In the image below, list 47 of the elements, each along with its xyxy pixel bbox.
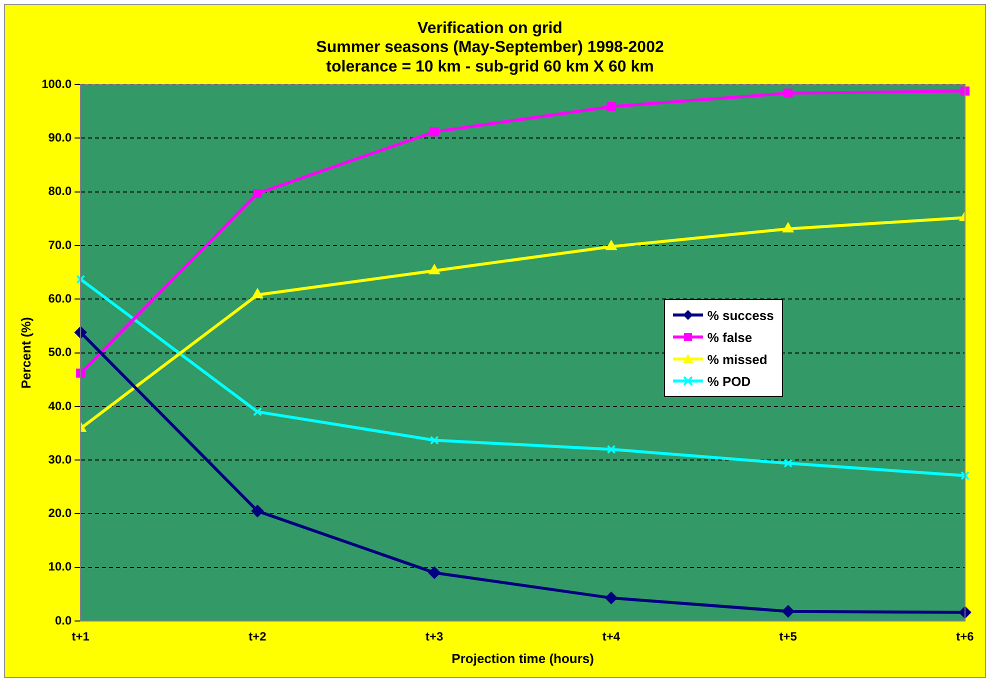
y-tick-label: 70.0: [48, 238, 72, 252]
point: [782, 605, 794, 618]
point: [959, 606, 971, 618]
y-tick-label: 10.0: [48, 560, 72, 574]
point: [252, 505, 264, 518]
point: [252, 288, 263, 298]
legend-label: % success: [707, 308, 774, 323]
x-tick-label: t+1: [72, 630, 90, 644]
point: [960, 471, 970, 480]
point: [960, 86, 970, 96]
point: [430, 127, 439, 136]
point: [606, 102, 616, 112]
x-tick-label: t+4: [602, 630, 620, 644]
legend-label: % POD: [707, 374, 751, 389]
point: [606, 240, 617, 250]
point: [429, 264, 440, 274]
point: [252, 407, 262, 416]
y-tick-label: 60.0: [48, 291, 72, 306]
x-tick-label: t+2: [248, 630, 267, 644]
x-axis-title: Projection time (hours): [452, 650, 594, 666]
point: [430, 436, 439, 445]
y-tick-label: 90.0: [48, 130, 72, 145]
y-tick-label: 40.0: [48, 398, 72, 413]
point: [605, 592, 618, 604]
point: [76, 274, 86, 284]
y-tick-label: 20.0: [48, 506, 72, 520]
x-tick-label: t+3: [426, 630, 444, 644]
y-axis-title: Percent (%): [18, 317, 34, 389]
text: Verification on grid: [418, 20, 562, 38]
y-tick-label: 50.0: [48, 345, 72, 360]
y-tick-label: 30.0: [48, 452, 72, 466]
y-tick-label: 80.0: [48, 184, 72, 198]
point: [782, 222, 794, 232]
point: [252, 188, 262, 198]
point: [606, 444, 616, 454]
point: [784, 458, 793, 468]
y-tick-label: 100.0: [42, 76, 72, 91]
x-tick-label: t+5: [779, 630, 798, 644]
point: [428, 566, 440, 579]
point: [784, 88, 793, 98]
text: tolerance = 10 km - sub-grid 60 km X 60 km: [326, 58, 654, 76]
legend-label: % missed: [707, 352, 768, 367]
text: Summer seasons (May-September) 1998-2002: [316, 39, 664, 56]
y-tick-label: 0.0: [54, 613, 72, 628]
legend-label: % false: [707, 330, 752, 345]
point: [76, 368, 86, 378]
x-tick-label: t+6: [956, 630, 974, 644]
